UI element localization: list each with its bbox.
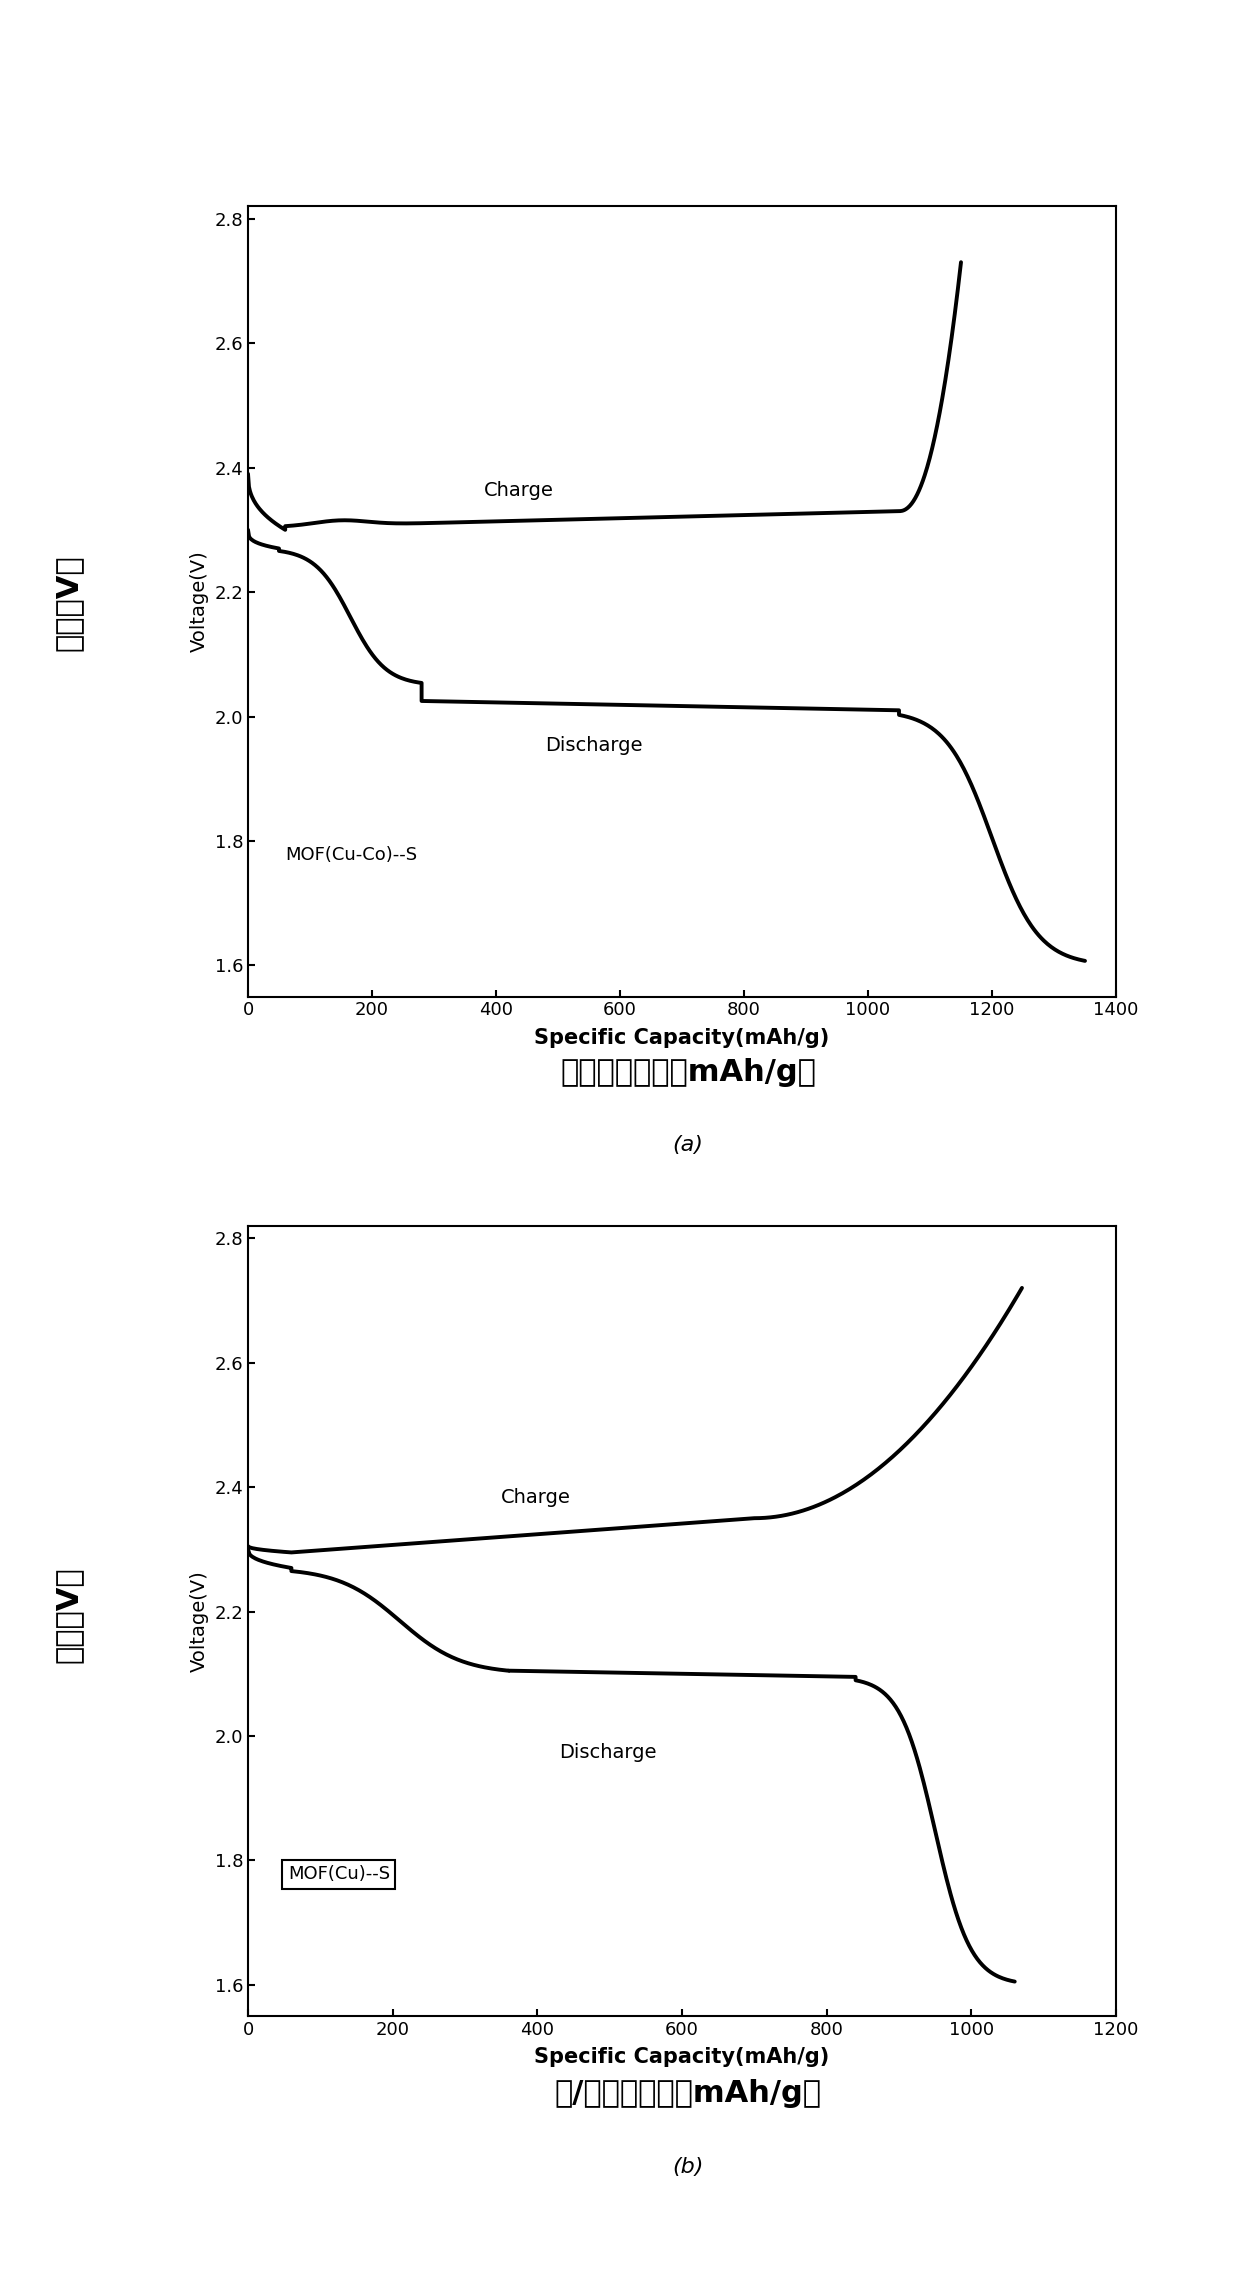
X-axis label: Specific Capacity(mAh/g): Specific Capacity(mAh/g) (534, 2048, 830, 2066)
Y-axis label: Voltage(V): Voltage(V) (190, 550, 208, 653)
Text: Charge: Charge (484, 481, 553, 499)
Text: 电压（V）: 电压（V） (53, 1567, 83, 1663)
Text: Charge: Charge (501, 1487, 572, 1507)
Text: (b): (b) (672, 2158, 704, 2176)
Text: 充放电比容量（mAh/g）: 充放电比容量（mAh/g） (560, 1058, 816, 1086)
X-axis label: Specific Capacity(mAh/g): Specific Capacity(mAh/g) (534, 1029, 830, 1047)
Text: Discharge: Discharge (546, 735, 644, 754)
Text: Discharge: Discharge (559, 1743, 656, 1762)
Text: 电压（V）: 电压（V） (53, 554, 83, 651)
Y-axis label: Voltage(V): Voltage(V) (190, 1569, 208, 1672)
Text: (a): (a) (673, 1136, 703, 1155)
Text: 充/放电比容量（mAh/g）: 充/放电比容量（mAh/g） (554, 2080, 822, 2108)
Text: MOF(Cu-Co)--S: MOF(Cu-Co)--S (285, 845, 418, 864)
Text: MOF(Cu)--S: MOF(Cu)--S (288, 1865, 389, 1883)
